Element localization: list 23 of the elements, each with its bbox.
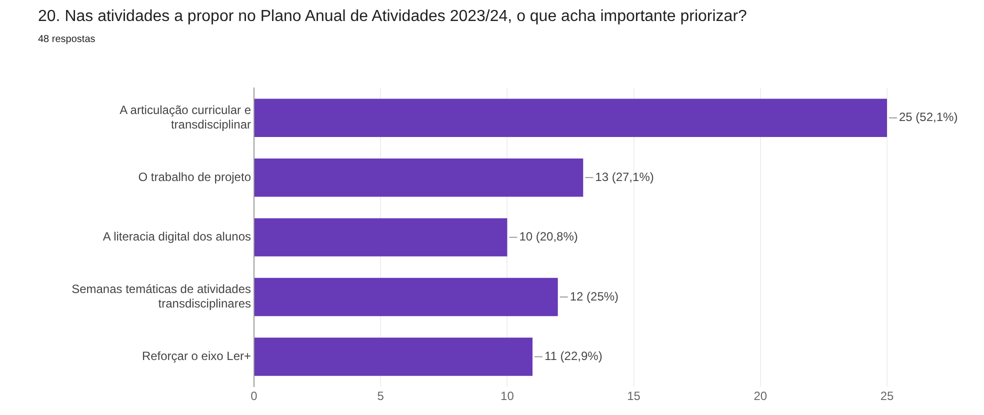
x-tick-label: 25 [880,389,894,404]
y-tick-label: Reforçar o eixo Ler+ [142,349,251,364]
bar [254,338,533,376]
y-tick-label: O trabalho de projeto [138,170,252,184]
bar [254,158,584,197]
bar [254,278,558,316]
data-label: 25 (52,1%) [899,110,958,124]
bar [254,98,887,137]
chart-title: 20. Nas atividades a propor no Plano Anual de Atividades 2023/24, o que acha importante priorizar? [38,8,747,26]
text: 48 respostas [38,34,96,45]
x-tick-label: 10 [500,389,514,404]
data-label: 12 (25%) [570,289,619,304]
y-tick-label: Semanas temáticas de atividades transdisciplinares [72,282,251,311]
y-tick-label: A literacia digital dos alunos [102,230,251,244]
y-tick-label: A articulação curricular e transdisciplinar [120,102,252,132]
x-tick-label: 5 [377,389,384,404]
data-label: 13 (27,1%) [595,170,654,184]
data-label: 11 (22,9%) [544,349,602,364]
x-tick-label: 0 [250,389,258,404]
x-tick-label: 20 [754,389,768,404]
data-label: 10 (20,8%) [519,230,578,244]
bar [254,218,508,256]
x-tick-label: 15 [627,389,641,404]
